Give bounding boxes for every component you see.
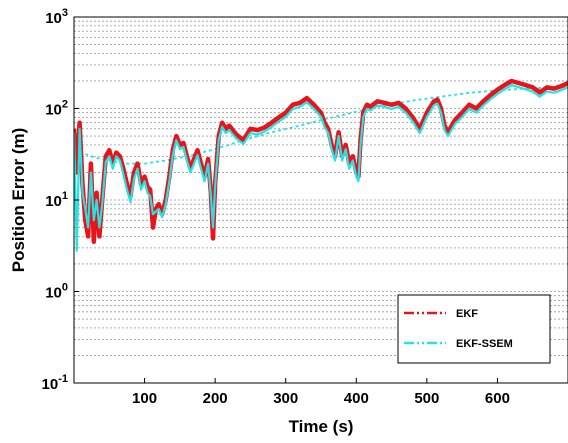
y-tick-label: 102 bbox=[45, 99, 68, 119]
y-tick-label: 103 bbox=[45, 7, 68, 27]
y-tick-label: 10-1 bbox=[42, 373, 68, 393]
x-tick-label: 400 bbox=[344, 390, 369, 407]
x-tick-label: 500 bbox=[414, 390, 439, 407]
series-layer bbox=[74, 78, 568, 252]
series-line-ekf-ssem bbox=[74, 83, 568, 252]
ticks-layer: 100 200 300 400 500 600 10-1 100 101 102 103 bbox=[42, 7, 510, 407]
series-line-ekf bbox=[74, 78, 568, 244]
legend-label-ekf: EKF bbox=[456, 308, 478, 320]
legend-label-ekf-ssem: EKF-SSEM bbox=[456, 338, 513, 350]
legend-box bbox=[397, 294, 551, 364]
legend: EKF EKF-SSEM bbox=[397, 294, 551, 364]
x-tick-label: 100 bbox=[132, 390, 157, 407]
y-axis-label: Position Error (m) bbox=[9, 128, 28, 273]
series-line-trend bbox=[74, 86, 568, 165]
y-tick-label: 101 bbox=[45, 190, 68, 210]
x-axis-label: Time (s) bbox=[289, 417, 354, 436]
x-tick-label: 600 bbox=[485, 390, 510, 407]
y-tick-label: 100 bbox=[45, 282, 68, 302]
x-tick-label: 300 bbox=[273, 390, 298, 407]
x-tick-label: 200 bbox=[203, 390, 228, 407]
